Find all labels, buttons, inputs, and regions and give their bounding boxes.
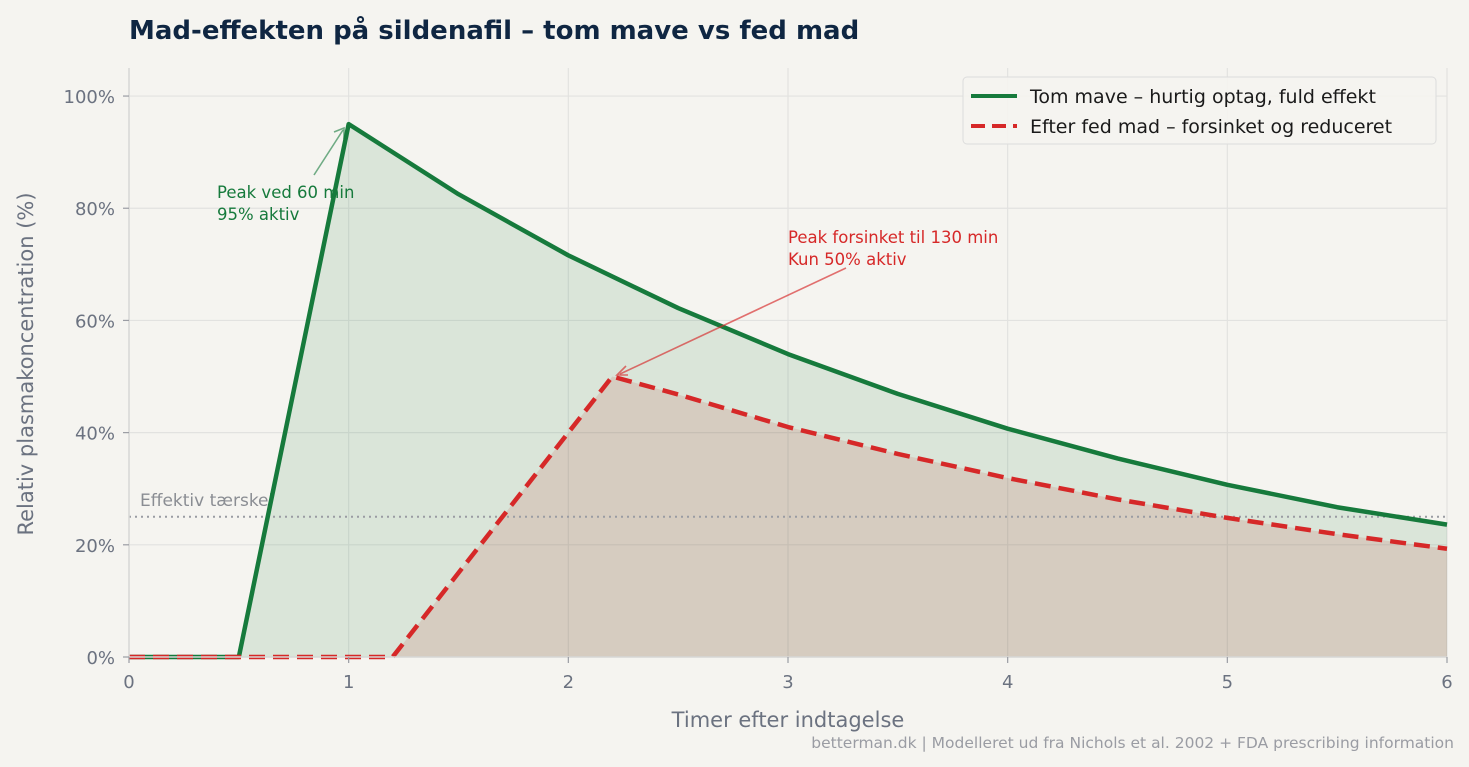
- y-tick-label: 60%: [75, 311, 115, 332]
- y-tick-label: 20%: [75, 536, 115, 557]
- annotation-red-arrowhead: [615, 365, 628, 376]
- tick-labels: 0 1 2 3 4 5 60%20%40%60%80%100%: [64, 87, 1453, 693]
- annotation-red-arrow: [619, 267, 847, 375]
- y-axis-label: Relativ plasmakoncentration (%): [14, 192, 38, 535]
- annotation-green: Peak ved 60 min 95% aktiv: [217, 126, 354, 224]
- y-tick-label: 80%: [75, 199, 115, 220]
- annotation-green-arrowhead: [333, 126, 345, 139]
- legend-label-green: Tom mave – hurtig optag, fuld effekt: [1029, 86, 1376, 108]
- x-axis-label: Timer efter indtagelse: [671, 708, 905, 732]
- source-credit: betterman.dk | Modelleret ud fra Nichols…: [811, 734, 1454, 752]
- y-tick-label: 40%: [75, 424, 115, 445]
- legend-label-red: Efter fed mad – forsinket og reduceret: [1030, 116, 1392, 138]
- x-tick-label: 1: [343, 672, 354, 693]
- legend-box: [962, 76, 1437, 145]
- x-tick-label: 2: [563, 672, 574, 693]
- annotation-red: Peak forsinket til 130 min Kun 50% aktiv: [615, 228, 998, 376]
- x-tick-label: 3: [782, 672, 793, 693]
- y-tick-label: 100%: [64, 87, 115, 108]
- threshold-label: Effektiv tærskel: [140, 491, 273, 511]
- area-fill-green: [129, 124, 1447, 658]
- annotation-green-line-2: 95% aktiv: [217, 205, 300, 224]
- x-tick-label: 5: [1222, 672, 1233, 693]
- y-tick-label: 0%: [86, 648, 115, 669]
- annotation-red-line-2: Kun 50% aktiv: [788, 250, 907, 269]
- annotation-green-line-1: Peak ved 60 min: [217, 183, 354, 202]
- legend: Tom mave – hurtig optag, fuld effekt Eft…: [962, 76, 1437, 145]
- series-line-red: [129, 374, 1448, 660]
- area-fills: [129, 124, 1447, 658]
- chart-title: Mad-effekten på sildenafil – tom mave vs…: [129, 14, 859, 46]
- annotation-green-arrow: [313, 129, 344, 176]
- area-fill-red: [129, 376, 1447, 657]
- series-line-green: [129, 121, 1448, 660]
- x-tick-label: 6: [1441, 672, 1452, 693]
- annotations: Peak ved 60 min 95% aktiv Peak forsinket…: [217, 126, 998, 376]
- annotation-red-line-1: Peak forsinket til 130 min: [788, 228, 998, 247]
- series-lines: [129, 121, 1448, 660]
- x-tick-label: 0: [123, 672, 134, 693]
- x-tick-label: 4: [1002, 672, 1013, 693]
